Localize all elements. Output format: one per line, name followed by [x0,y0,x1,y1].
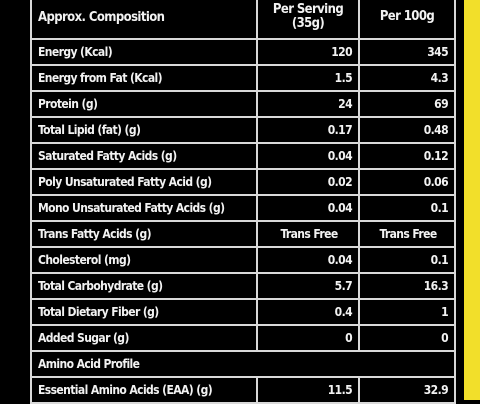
row-label: Total Carbohydrate (g) [30,272,258,300]
row-per100: 32.9 [358,376,456,404]
row-serving: 0.02 [256,168,360,196]
row-per100: 69 [358,90,456,118]
row-label: Energy from Fat (Kcal) [30,64,258,92]
row-label: Mono Unsaturated Fatty Acids (g) [30,194,258,222]
row-per100: 1 [358,298,456,326]
table-row: Poly Unsaturated Fatty Acid (g) 0.02 0.0… [30,168,456,196]
row-per100: 0.48 [358,116,456,144]
row-label: Total Dietary Fiber (g) [30,298,258,326]
row-serving: 0.4 [256,298,360,326]
row-per100: 0.1 [358,194,456,222]
row-label: Trans Fatty Acids (g) [30,220,258,248]
table-row: Energy (Kcal) 120 345 [30,38,456,66]
table-row: Cholesterol (mg) 0.04 0.1 [30,246,456,274]
header-composition: Approx. Composition [30,0,258,40]
row-label: Total Lipid (fat) (g) [30,116,258,144]
row-serving: 0 [256,324,360,352]
row-per100: 0.06 [358,168,456,196]
header-per-100g: Per 100g [358,0,456,40]
row-label: Cholesterol (mg) [30,246,258,274]
table-row: Total Carbohydrate (g) 5.7 16.3 [30,272,456,300]
nutrition-table: Approx. Composition Per Serving (35g) Pe… [30,0,456,404]
header-per-serving: Per Serving (35g) [256,0,360,40]
section-amino-acid-profile: Amino Acid Profile [30,350,456,378]
row-serving: 0.04 [256,142,360,170]
row-serving: 0.04 [256,194,360,222]
row-per100: 0.1 [358,246,456,274]
section-row: Amino Acid Profile [30,350,456,378]
row-per100: 16.3 [358,272,456,300]
row-per100: 0 [358,324,456,352]
row-per100: 345 [358,38,456,66]
yellow-border-edge [464,0,480,400]
row-serving: 0.04 [256,246,360,274]
row-label: Saturated Fatty Acids (g) [30,142,258,170]
row-serving: 5.7 [256,272,360,300]
header-per-serving-line1: Per Serving [272,2,344,17]
row-label: Added Sugar (g) [30,324,258,352]
table-row: Added Sugar (g) 0 0 [30,324,456,352]
row-label: Poly Unsaturated Fatty Acid (g) [30,168,258,196]
row-per100: 0.12 [358,142,456,170]
row-label: Protein (g) [30,90,258,118]
row-serving: 120 [256,38,360,66]
table-row: Energy from Fat (Kcal) 1.5 4.3 [30,64,456,92]
table-row: Essential Amino Acids (EAA) (g) 11.5 32.… [30,376,456,404]
row-serving: 11.5 [256,376,360,404]
table-row: Trans Fatty Acids (g) Trans Free Trans F… [30,220,456,248]
row-label: Energy (Kcal) [30,38,258,66]
row-serving: 1.5 [256,64,360,92]
table-row: Saturated Fatty Acids (g) 0.04 0.12 [30,142,456,170]
row-label: Essential Amino Acids (EAA) (g) [30,376,258,404]
table-row: Total Dietary Fiber (g) 0.4 1 [30,298,456,326]
row-per100: Trans Free [358,220,456,248]
row-serving: 0.17 [256,116,360,144]
row-per100: 4.3 [358,64,456,92]
table-row: Total Lipid (fat) (g) 0.17 0.48 [30,116,456,144]
row-serving: Trans Free [256,220,360,248]
header-row: Approx. Composition Per Serving (35g) Pe… [30,0,456,40]
table-row: Protein (g) 24 69 [30,90,456,118]
header-per-serving-line2: (35g) [291,16,325,31]
table-row: Mono Unsaturated Fatty Acids (g) 0.04 0.… [30,194,456,222]
row-serving: 24 [256,90,360,118]
